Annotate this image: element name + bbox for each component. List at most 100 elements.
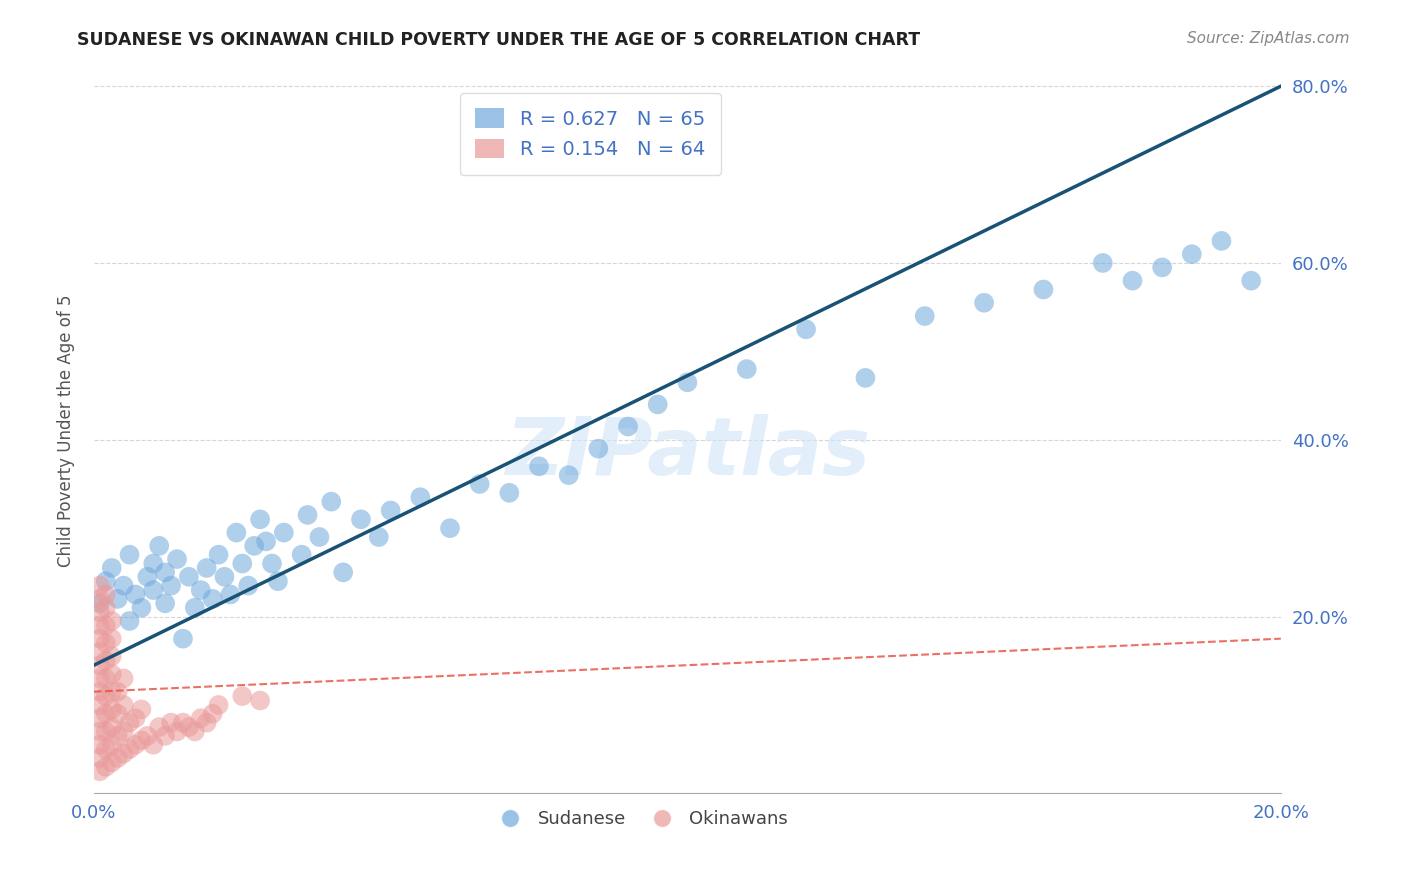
- Point: [676, 376, 699, 390]
- Point: [249, 693, 271, 707]
- Point: [112, 672, 135, 686]
- Point: [148, 720, 170, 734]
- Point: [439, 521, 461, 535]
- Text: SUDANESE VS OKINAWAN CHILD POVERTY UNDER THE AGE OF 5 CORRELATION CHART: SUDANESE VS OKINAWAN CHILD POVERTY UNDER…: [77, 31, 921, 49]
- Point: [100, 614, 122, 628]
- Point: [136, 729, 159, 743]
- Point: [195, 561, 218, 575]
- Point: [94, 587, 117, 601]
- Point: [1181, 247, 1204, 261]
- Point: [225, 525, 247, 540]
- Point: [89, 632, 111, 646]
- Point: [1121, 274, 1143, 288]
- Point: [89, 645, 111, 659]
- Point: [131, 733, 153, 747]
- Point: [1032, 283, 1054, 297]
- Point: [89, 596, 111, 610]
- Point: [1240, 274, 1263, 288]
- Point: [89, 605, 111, 619]
- Point: [94, 760, 117, 774]
- Point: [308, 530, 330, 544]
- Point: [124, 711, 146, 725]
- Point: [243, 539, 266, 553]
- Point: [112, 698, 135, 712]
- Point: [94, 574, 117, 589]
- Point: [148, 539, 170, 553]
- Text: ZIPatlas: ZIPatlas: [505, 414, 870, 491]
- Point: [89, 724, 111, 739]
- Point: [468, 477, 491, 491]
- Point: [498, 485, 520, 500]
- Point: [100, 632, 122, 646]
- Point: [184, 600, 207, 615]
- Point: [172, 632, 194, 646]
- Point: [94, 618, 117, 632]
- Point: [166, 552, 188, 566]
- Point: [231, 689, 253, 703]
- Point: [94, 654, 117, 668]
- Point: [136, 570, 159, 584]
- Point: [321, 494, 343, 508]
- Point: [617, 419, 640, 434]
- Point: [94, 672, 117, 686]
- Point: [100, 756, 122, 770]
- Point: [735, 362, 758, 376]
- Point: [238, 579, 260, 593]
- Point: [89, 618, 111, 632]
- Point: [380, 503, 402, 517]
- Point: [184, 724, 207, 739]
- Point: [195, 715, 218, 730]
- Point: [142, 582, 165, 597]
- Point: [112, 724, 135, 739]
- Point: [201, 706, 224, 721]
- Point: [100, 684, 122, 698]
- Point: [588, 442, 610, 456]
- Point: [89, 751, 111, 765]
- Point: [100, 649, 122, 664]
- Point: [124, 587, 146, 601]
- Point: [118, 715, 141, 730]
- Point: [124, 738, 146, 752]
- Point: [409, 490, 432, 504]
- Point: [153, 596, 176, 610]
- Point: [100, 702, 122, 716]
- Point: [297, 508, 319, 522]
- Point: [118, 742, 141, 756]
- Point: [1091, 256, 1114, 270]
- Point: [166, 724, 188, 739]
- Point: [794, 322, 817, 336]
- Y-axis label: Child Poverty Under the Age of 5: Child Poverty Under the Age of 5: [58, 294, 75, 567]
- Point: [527, 459, 550, 474]
- Point: [89, 672, 111, 686]
- Point: [291, 548, 314, 562]
- Point: [89, 698, 111, 712]
- Point: [94, 689, 117, 703]
- Point: [112, 579, 135, 593]
- Point: [267, 574, 290, 589]
- Point: [94, 636, 117, 650]
- Point: [557, 468, 579, 483]
- Point: [89, 658, 111, 673]
- Point: [260, 557, 283, 571]
- Point: [219, 587, 242, 601]
- Point: [214, 570, 236, 584]
- Point: [89, 684, 111, 698]
- Point: [231, 557, 253, 571]
- Point: [172, 715, 194, 730]
- Point: [100, 738, 122, 752]
- Point: [118, 614, 141, 628]
- Point: [160, 715, 183, 730]
- Point: [332, 566, 354, 580]
- Point: [160, 579, 183, 593]
- Point: [94, 600, 117, 615]
- Point: [89, 711, 111, 725]
- Point: [131, 702, 153, 716]
- Legend: Sudanese, Okinawans: Sudanese, Okinawans: [485, 803, 794, 835]
- Point: [107, 751, 129, 765]
- Point: [647, 397, 669, 411]
- Point: [190, 711, 212, 725]
- Point: [107, 684, 129, 698]
- Point: [914, 309, 936, 323]
- Point: [100, 720, 122, 734]
- Point: [177, 570, 200, 584]
